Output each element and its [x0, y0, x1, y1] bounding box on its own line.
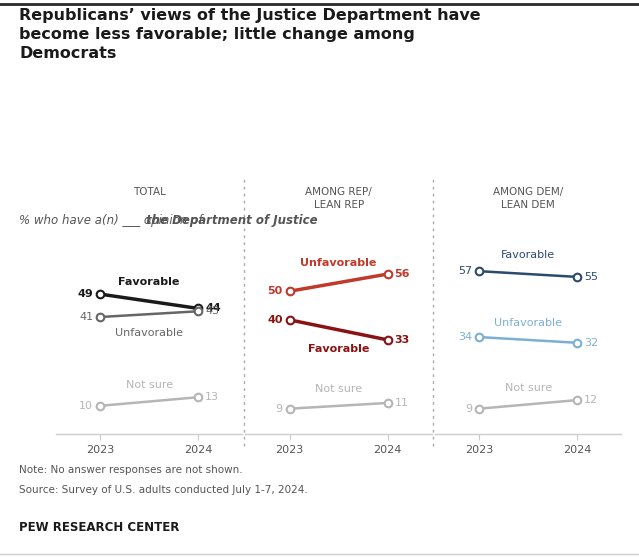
- Text: 56: 56: [395, 269, 410, 279]
- Text: Unfavorable: Unfavorable: [494, 319, 562, 329]
- Text: 55: 55: [584, 272, 598, 282]
- Text: Not sure: Not sure: [505, 383, 552, 393]
- Text: Favorable: Favorable: [118, 277, 180, 287]
- Text: Unfavorable: Unfavorable: [300, 258, 377, 268]
- Text: Republicans’ views of the Justice Department have
become less favorable; little : Republicans’ views of the Justice Depart…: [19, 8, 481, 61]
- Text: TOTAL: TOTAL: [133, 187, 166, 197]
- Text: 57: 57: [458, 266, 472, 276]
- Text: PEW RESEARCH CENTER: PEW RESEARCH CENTER: [19, 521, 180, 534]
- Text: 34: 34: [458, 332, 472, 342]
- Text: the Department of Justice: the Department of Justice: [146, 214, 318, 227]
- Text: 41: 41: [79, 312, 93, 322]
- Text: Source: Survey of U.S. adults conducted July 1-7, 2024.: Source: Survey of U.S. adults conducted …: [19, 485, 308, 495]
- Text: Not sure: Not sure: [125, 380, 173, 390]
- Text: 43: 43: [205, 306, 219, 316]
- Text: 10: 10: [79, 401, 93, 411]
- Text: 49: 49: [77, 289, 93, 299]
- Text: Favorable: Favorable: [501, 250, 555, 260]
- Text: 12: 12: [584, 395, 598, 405]
- Text: 13: 13: [205, 392, 219, 402]
- Text: 44: 44: [205, 304, 220, 314]
- Text: 11: 11: [395, 398, 408, 408]
- Text: 9: 9: [465, 404, 472, 414]
- Text: Note: No answer responses are not shown.: Note: No answer responses are not shown.: [19, 465, 243, 475]
- Text: Not sure: Not sure: [315, 384, 362, 394]
- Text: 9: 9: [275, 404, 283, 414]
- Text: AMONG REP/
LEAN REP: AMONG REP/ LEAN REP: [305, 187, 372, 210]
- Text: 33: 33: [395, 335, 410, 345]
- Text: % who have a(n) ___ opinion of: % who have a(n) ___ opinion of: [19, 214, 206, 227]
- Text: Unfavorable: Unfavorable: [115, 329, 183, 339]
- Text: 50: 50: [268, 286, 283, 296]
- Text: AMONG DEM/
LEAN DEM: AMONG DEM/ LEAN DEM: [493, 187, 564, 210]
- Text: 40: 40: [267, 315, 283, 325]
- Text: Favorable: Favorable: [308, 344, 369, 354]
- Text: 32: 32: [584, 338, 598, 348]
